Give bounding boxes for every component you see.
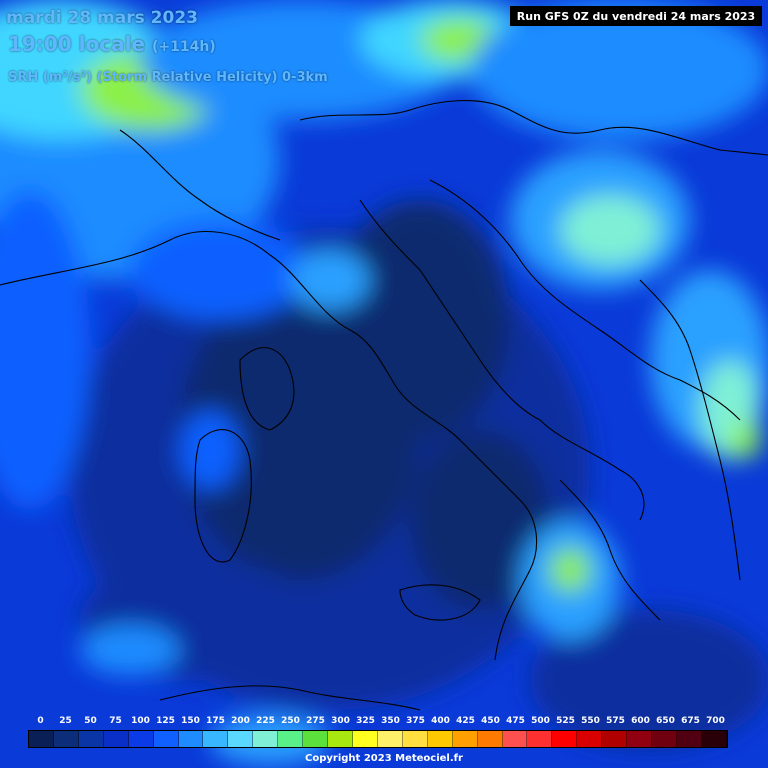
legend-swatch [103,731,129,747]
legend-label: 475 [506,716,525,726]
model-run-label: Run GFS 0Z du vendredi 24 mars 2023 [510,6,762,26]
legend-label: 125 [156,716,175,726]
legend-label: 250 [281,716,300,726]
forecast-time: 19:00 locale (+114h) [8,32,216,56]
legend-swatch [228,731,254,747]
legend-swatch [352,731,378,747]
legend-swatch [627,731,653,747]
copyright: Copyright 2023 Meteociel.fr [305,753,463,764]
legend-swatch [552,731,578,747]
legend-label: 375 [406,716,425,726]
legend-label: 650 [656,716,675,726]
coastlines [0,99,768,711]
legend-label: 300 [331,716,350,726]
legend-swatch [652,731,677,747]
legend-swatch [502,731,528,747]
legend-label: 75 [109,716,122,726]
legend-label: 100 [131,716,150,726]
legend-label: 175 [206,716,225,726]
legend-label: 575 [606,716,625,726]
legend-label: 500 [531,716,550,726]
legend-swatch [452,731,478,747]
legend-label: 450 [481,716,500,726]
legend-swatch [701,731,727,747]
legend-swatch [527,731,553,747]
legend-swatch [53,731,79,747]
legend-swatch [278,731,304,747]
legend-swatch [676,731,702,747]
legend-label: 200 [231,716,250,726]
forecast-offset: (+114h) [151,39,216,55]
legend-swatch [477,731,503,747]
legend-label: 700 [706,716,725,726]
legend-swatch [153,731,179,747]
legend-swatch [203,731,229,747]
legend-swatch [602,731,628,747]
legend-label: 0 [37,716,44,726]
forecast-time-label: 19:00 locale [8,32,145,56]
legend-label: 550 [581,716,600,726]
legend-label: 225 [256,716,275,726]
legend-swatch [328,731,353,747]
legend-swatch [128,731,154,747]
legend-swatch [427,731,453,747]
legend-swatch [377,731,403,747]
legend-swatch [29,731,54,747]
legend-label: 400 [431,716,450,726]
legend-swatch [402,731,428,747]
legend-labels: 0 25 50 75 100 125 150 175 200 225 250 275 300 325 350… [28,714,728,728]
legend-swatch [303,731,329,747]
legend-swatch [178,731,204,747]
legend-label: 600 [631,716,650,726]
legend-label: 525 [556,716,575,726]
legend-label: 675 [681,716,700,726]
legend-label: 350 [381,716,400,726]
parameter-title: SRH (m²/s²) (Storm Relative Helicity) 0-… [8,70,328,85]
legend-label: 425 [456,716,475,726]
legend-label: 50 [84,716,97,726]
legend-label: 150 [181,716,200,726]
legend-swatch [577,731,603,747]
forecast-date: mardi 28 mars 2023 [6,8,198,28]
legend-label: 325 [356,716,375,726]
legend-swatch [253,731,279,747]
legend-swatch [78,731,104,747]
legend-label: 25 [59,716,72,726]
legend-colorbar [28,730,728,748]
legend-label: 275 [306,716,325,726]
